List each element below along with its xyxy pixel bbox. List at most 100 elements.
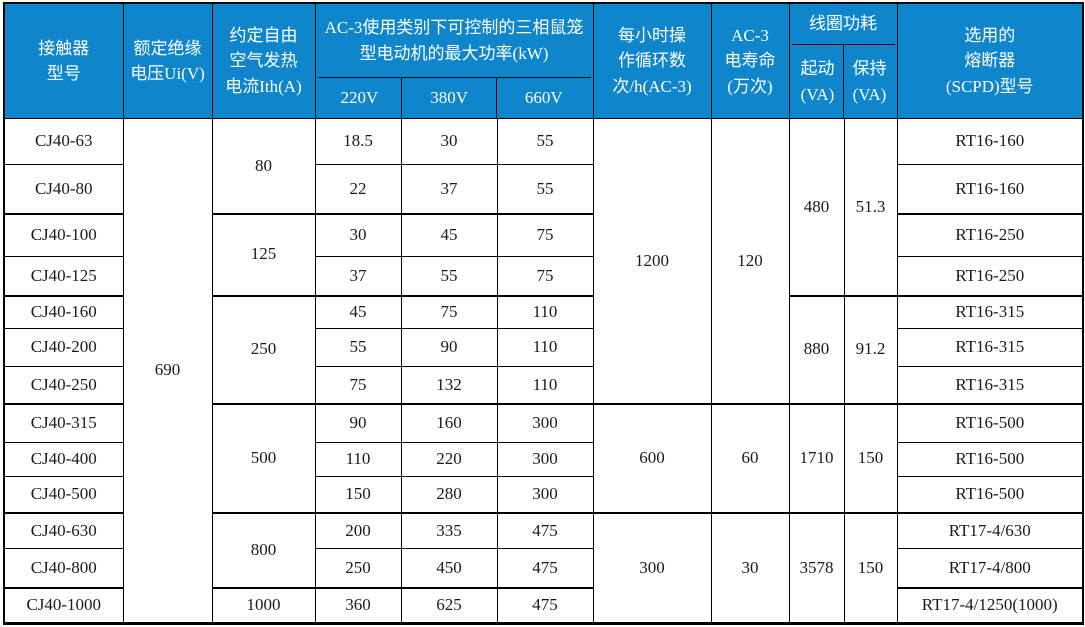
cell-life: 120 — [710, 118, 790, 404]
cell-model: CJ40-1000 — [3, 586, 124, 624]
cell-kw-220: 30 — [314, 212, 402, 257]
cell-kw-660: 300 — [496, 402, 594, 443]
cell-kw-660: 475 — [496, 586, 594, 624]
cell-cycles: 600 — [592, 402, 712, 513]
cell-kw-220: 90 — [314, 402, 402, 443]
cell-kw-380: 160 — [400, 402, 498, 443]
cell-model: CJ40-125 — [3, 256, 124, 296]
table-row: CJ40-315 500 90 160 300 600 60 1710 150 … — [3, 402, 1084, 513]
cell-fuse: RT17-4/630 — [896, 511, 1084, 549]
header-coil-group-cell: 线圈功耗 起动 (VA) 保持 (VA) — [788, 2, 898, 119]
cell-model: CJ40-80 — [3, 164, 124, 214]
cell-kw-380: 220 — [400, 442, 498, 477]
cell-kw-380: 75 — [400, 294, 498, 329]
cell-kw-380: 55 — [400, 256, 498, 296]
cell-kw-380: 37 — [400, 164, 498, 214]
cell-kw-220: 110 — [314, 442, 402, 477]
cell-kw-660: 110 — [496, 366, 594, 404]
header-insulation-voltage: 额定绝缘 电压Ui(V) — [122, 2, 213, 119]
cell-kw-660: 475 — [496, 511, 594, 549]
cell-fuse: RT16-160 — [896, 164, 1084, 214]
cell-model: CJ40-400 — [3, 442, 124, 477]
cell-model: CJ40-630 — [3, 511, 124, 549]
cell-kw-660: 300 — [496, 476, 594, 513]
cell-fuse: RT16-160 — [896, 118, 1084, 165]
cell-kw-220: 250 — [314, 548, 402, 588]
cell-kw-380: 280 — [400, 476, 498, 513]
cell-life: 60 — [710, 402, 790, 513]
cell-cycles: 300 — [592, 511, 712, 624]
header-kw-660v: 660V — [495, 78, 591, 118]
table-row: CJ40-125 37 55 75 RT16-250 — [3, 256, 1084, 296]
cell-kw-660: 110 — [496, 328, 594, 367]
cell-coil-start: 1710 — [788, 402, 845, 513]
cell-fuse: RT16-500 — [896, 402, 1084, 443]
header-kw-220v: 220V — [340, 88, 379, 108]
cell-kw-380: 30 — [400, 118, 498, 165]
header-thermal-current: 约定自由 空气发热 电流Ith(A) — [211, 2, 316, 119]
header-kw-group-cell: AC-3使用类别下可控制的三相鼠笼型电动机的最大功率(kW) 220V 380V… — [314, 2, 594, 119]
header-coil-group-title: 线圈功耗 — [791, 4, 895, 45]
cell-kw-380: 45 — [400, 212, 498, 257]
cell-kw-660: 110 — [496, 294, 594, 329]
table-row: CJ40-500 150 280 300 RT16-500 — [3, 476, 1084, 513]
cell-coil-start: 3578 — [788, 511, 845, 624]
cell-model: CJ40-63 — [3, 118, 124, 165]
cell-cycles: 1200 — [592, 118, 712, 404]
header-coil-hold: 保持 (VA) — [843, 45, 894, 118]
cell-kw-220: 360 — [314, 586, 402, 624]
header-model: 接触器 型号 — [3, 2, 124, 119]
cell-kw-220: 75 — [314, 366, 402, 404]
cell-fuse: RT16-500 — [896, 476, 1084, 513]
cell-kw-660: 75 — [496, 256, 594, 296]
header-fuse-type: 选用的 熔断器 (SCPD)型号 — [896, 2, 1084, 119]
cell-kw-220: 55 — [314, 328, 402, 367]
cell-coil-start: 480 — [788, 118, 845, 296]
cell-kw-220: 37 — [314, 256, 402, 296]
cell-fuse: RT16-315 — [896, 294, 1084, 329]
header-kw-380v: 380V — [401, 78, 496, 118]
cell-kw-220: 150 — [314, 476, 402, 513]
cell-fuse: RT16-500 — [896, 442, 1084, 477]
cell-kw-660: 55 — [496, 164, 594, 214]
cell-kw-220: 22 — [314, 164, 402, 214]
table-row: CJ40-160 250 45 75 110 880 91.2 RT16-315 — [3, 294, 1084, 404]
cell-ith: 500 — [211, 402, 316, 513]
cell-ith: 250 — [211, 294, 316, 404]
cell-coil-start: 880 — [788, 294, 845, 404]
cell-fuse: RT17-4/1250(1000) — [896, 586, 1084, 624]
header-electrical-life: AC-3 电寿命 (万次) — [710, 2, 790, 119]
cell-fuse: RT16-315 — [896, 366, 1084, 404]
cell-kw-380: 335 — [400, 511, 498, 549]
cell-insulation-voltage: 690 — [122, 118, 213, 624]
kw-subheaders: 220V 380V 660V — [318, 78, 591, 118]
table-row: CJ40-630 800 200 335 475 300 30 3578 150… — [3, 511, 1084, 624]
cell-life: 30 — [710, 511, 790, 624]
cell-kw-660: 55 — [496, 118, 594, 165]
cell-coil-hold: 51.3 — [843, 118, 898, 296]
cell-kw-220: 200 — [314, 511, 402, 549]
cell-model: CJ40-200 — [3, 328, 124, 367]
header-kw-group-title: AC-3使用类别下可控制的三相鼠笼型电动机的最大功率(kW) — [317, 4, 591, 78]
cell-ith: 800 — [211, 511, 316, 588]
table-row: CJ40-200 55 90 110 RT16-315 — [3, 328, 1084, 367]
cell-model: CJ40-100 — [3, 212, 124, 257]
coil-group: 线圈功耗 起动 (VA) 保持 (VA) — [791, 4, 895, 118]
cell-ith: 1000 — [211, 586, 316, 624]
table-row: CJ40-800 250 450 475 RT17-4/800 — [3, 548, 1084, 588]
table-row: CJ40-1000 1000 360 625 475 RT17-4/1250(1… — [3, 586, 1084, 624]
cell-ith: 80 — [211, 118, 316, 214]
cell-kw-380: 90 — [400, 328, 498, 367]
table-row: CJ40-63 690 80 18.5 30 55 1200 120 480 5… — [3, 118, 1084, 624]
table-row: CJ40-250 75 132 110 RT16-315 — [3, 366, 1084, 404]
cell-kw-660: 75 — [496, 212, 594, 257]
table-row: CJ40-400 110 220 300 RT16-500 — [3, 442, 1084, 477]
cell-model: CJ40-315 — [3, 402, 124, 443]
kw-group: AC-3使用类别下可控制的三相鼠笼型电动机的最大功率(kW) 220V 380V… — [317, 4, 591, 118]
header-row: 接触器 型号 额定绝缘 电压Ui(V) 约定自由 空气发热 电流Ith(A) A… — [3, 2, 1084, 119]
table-row: CJ40-100 125 30 45 75 RT16-250 — [3, 212, 1084, 296]
cell-fuse: RT16-315 — [896, 328, 1084, 367]
table-row: CJ40-80 22 37 55 RT16-160 — [3, 164, 1084, 214]
cell-fuse: RT16-250 — [896, 212, 1084, 257]
contactor-spec-table: 接触器 型号 额定绝缘 电压Ui(V) 约定自由 空气发热 电流Ith(A) A… — [3, 2, 1085, 625]
